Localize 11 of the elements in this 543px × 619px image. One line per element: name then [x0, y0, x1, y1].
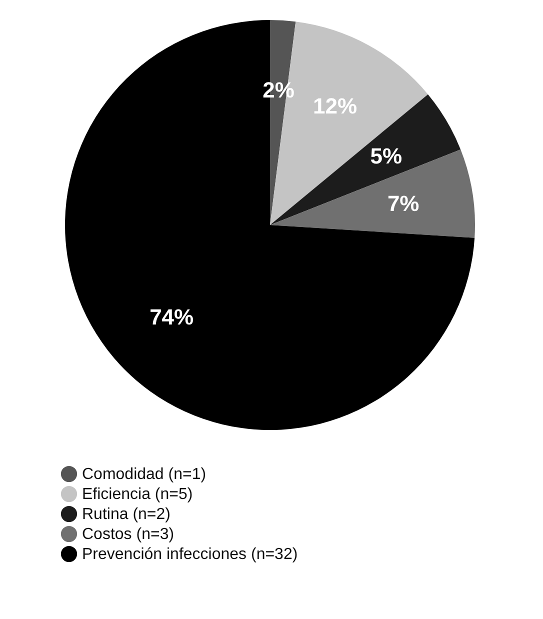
data-label: 5% [370, 143, 402, 168]
data-label: 74% [150, 304, 194, 330]
legend-label: Rutina (n=2) [82, 506, 170, 523]
legend-label: Prevención infecciones (n=32) [82, 546, 298, 563]
legend-label: Costos (n=3) [82, 526, 174, 543]
data-label: 12% [313, 94, 358, 119]
data-label: 7% [387, 190, 420, 216]
legend-label: Comodidad (n=1) [82, 466, 206, 483]
pie-slice [270, 150, 475, 238]
pie-slice [65, 20, 475, 430]
legend-label: Eficiencia (n=5) [82, 486, 193, 503]
